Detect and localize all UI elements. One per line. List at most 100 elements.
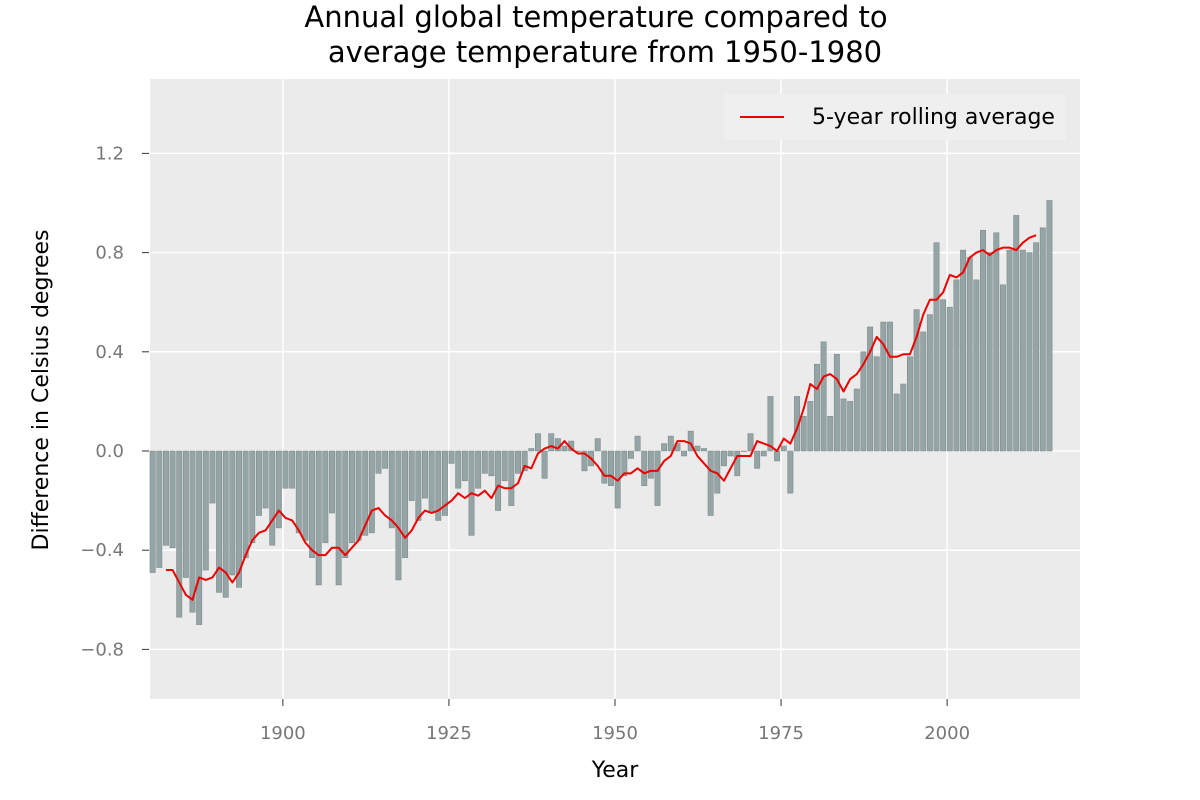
bar-1991 bbox=[887, 321, 893, 452]
bar-1955 bbox=[647, 450, 654, 479]
y-tick-label: 1.2 bbox=[95, 143, 124, 164]
bar-2002 bbox=[960, 249, 967, 452]
bar-1983 bbox=[833, 353, 840, 452]
bar-1913 bbox=[368, 450, 375, 534]
y-tick-label: 0.4 bbox=[95, 342, 124, 363]
bar-1911 bbox=[355, 450, 362, 541]
annual-bars bbox=[149, 200, 1053, 625]
bar-2009 bbox=[1006, 249, 1013, 452]
bar-1981 bbox=[820, 341, 827, 452]
bar-1896 bbox=[255, 450, 262, 516]
bar-2006 bbox=[986, 252, 993, 452]
bar-1968 bbox=[734, 450, 741, 477]
bar-1917 bbox=[395, 450, 402, 581]
bar-1992 bbox=[893, 393, 900, 452]
bar-1905 bbox=[315, 450, 322, 586]
bar-1934 bbox=[508, 450, 515, 506]
bar-1980 bbox=[813, 363, 820, 452]
bar-1880 bbox=[149, 450, 156, 573]
bar-2010 bbox=[1013, 215, 1020, 452]
bar-1976 bbox=[787, 450, 794, 494]
bar-1962 bbox=[694, 445, 701, 452]
legend-label: 5-year rolling average bbox=[812, 105, 1055, 130]
bar-1961 bbox=[687, 430, 694, 452]
bar-1960 bbox=[681, 450, 688, 457]
x-axis-ticks: 1900 1925 1950 1975 2000 bbox=[260, 699, 970, 744]
x-tick-label: 1975 bbox=[758, 723, 804, 744]
bar-1919 bbox=[408, 450, 415, 501]
bar-1886 bbox=[189, 450, 196, 613]
bar-1971 bbox=[754, 450, 761, 469]
bar-1908 bbox=[335, 450, 342, 586]
bar-1966 bbox=[720, 450, 727, 467]
bar-1938 bbox=[534, 433, 541, 452]
bar-1979 bbox=[807, 401, 814, 452]
bar-1920 bbox=[415, 450, 422, 521]
bar-1882 bbox=[162, 450, 169, 546]
bar-1883 bbox=[169, 450, 176, 549]
bar-1912 bbox=[362, 450, 369, 536]
bar-1988 bbox=[867, 326, 874, 452]
bar-1907 bbox=[329, 450, 335, 514]
bar-2007 bbox=[993, 232, 1000, 452]
bar-1914 bbox=[375, 450, 382, 474]
bar-1925 bbox=[448, 450, 455, 464]
bar-1942 bbox=[561, 445, 568, 452]
bar-2008 bbox=[999, 284, 1006, 452]
rolling-average-line-group bbox=[165, 234, 1037, 601]
bar-1990 bbox=[880, 321, 887, 452]
bar-1918 bbox=[402, 450, 409, 558]
bar-1915 bbox=[382, 450, 389, 469]
bar-1935 bbox=[515, 450, 521, 474]
bar-2004 bbox=[973, 279, 980, 452]
bar-1945 bbox=[581, 450, 588, 472]
bar-2001 bbox=[953, 279, 960, 452]
bar-1899 bbox=[275, 450, 282, 529]
bar-1940 bbox=[548, 433, 555, 452]
bar-1972 bbox=[760, 450, 767, 457]
bar-1898 bbox=[269, 450, 276, 546]
bar-1939 bbox=[541, 450, 548, 479]
bar-1900 bbox=[282, 450, 289, 489]
x-tick-label: 1950 bbox=[592, 723, 638, 744]
bar-1956 bbox=[654, 450, 661, 506]
bar-1922 bbox=[428, 450, 435, 514]
bar-1993 bbox=[900, 383, 907, 452]
bar-1994 bbox=[906, 356, 913, 452]
bar-1970 bbox=[747, 433, 754, 452]
bar-1954 bbox=[641, 450, 648, 487]
bar-1969 bbox=[740, 450, 747, 452]
rolling-average-line bbox=[165, 234, 1037, 601]
bar-1923 bbox=[435, 450, 442, 521]
bar-1884 bbox=[176, 450, 183, 618]
x-tick-label: 1900 bbox=[260, 723, 306, 744]
bar-1953 bbox=[634, 435, 641, 452]
bar-1902 bbox=[295, 450, 302, 534]
bar-2011 bbox=[1019, 249, 1026, 452]
x-axis-label: Year bbox=[591, 758, 640, 783]
bar-1924 bbox=[441, 450, 448, 516]
bar-1881 bbox=[156, 450, 163, 568]
bar-1987 bbox=[860, 351, 867, 452]
bar-1947 bbox=[594, 438, 601, 452]
bar-1997 bbox=[926, 314, 933, 452]
bar-1891 bbox=[222, 450, 229, 598]
bar-1948 bbox=[601, 450, 608, 484]
bar-1930 bbox=[481, 450, 488, 474]
bar-2015 bbox=[1046, 200, 1053, 452]
bar-1894 bbox=[242, 450, 249, 558]
bar-1909 bbox=[342, 450, 349, 558]
legend: 5-year rolling average bbox=[724, 94, 1066, 140]
bar-1885 bbox=[182, 450, 189, 578]
bar-1973 bbox=[767, 396, 774, 452]
bar-1989 bbox=[873, 356, 880, 452]
bar-1901 bbox=[289, 450, 296, 489]
bar-1916 bbox=[388, 450, 395, 529]
bar-1892 bbox=[229, 450, 236, 576]
bar-1963 bbox=[701, 448, 707, 452]
y-tick-label: 0.0 bbox=[95, 441, 124, 462]
y-tick-label: −0.4 bbox=[80, 540, 124, 561]
y-axis-label: Difference in Celsius degrees bbox=[29, 230, 54, 551]
bar-1998 bbox=[933, 242, 940, 452]
